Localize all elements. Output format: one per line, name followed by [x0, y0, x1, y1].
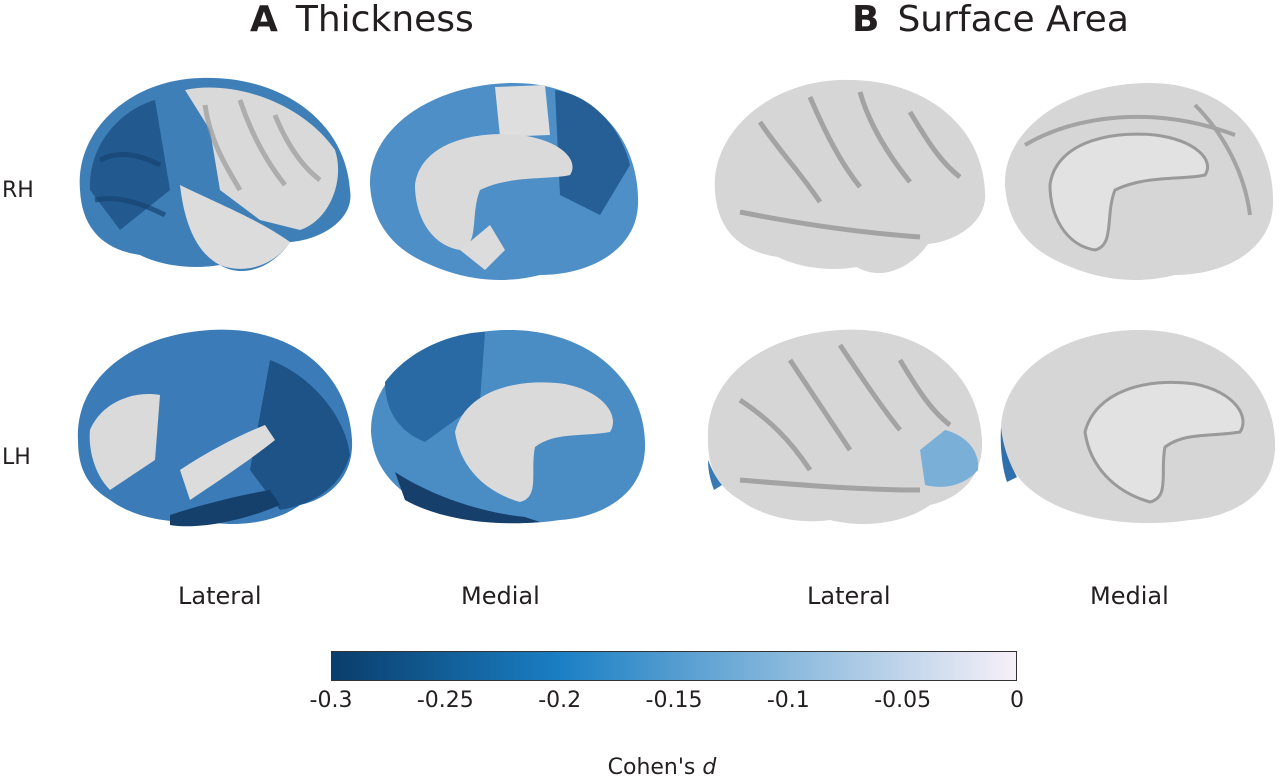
brain-a-rh-lateral: [79, 77, 351, 272]
panel-a-title: A Thickness: [250, 0, 474, 40]
view-label-b-medial: Medial: [1090, 582, 1169, 610]
colorbar-title-text: Cohen's: [607, 755, 696, 780]
brain-a-lh-lateral: [77, 329, 353, 527]
brain-a-lh-medial: [370, 329, 646, 524]
row-label-rh: RH: [2, 178, 34, 203]
panel-a-label: Thickness: [295, 0, 474, 40]
panel-a-letter: A: [250, 0, 278, 40]
colorbar-tick-label: -0.15: [645, 688, 703, 713]
colorbar-tick-label: -0.05: [874, 688, 932, 713]
brain-b-lh-medial: [1000, 329, 1276, 524]
colorbar-tick-label: -0.2: [538, 688, 582, 713]
row-label-lh: LH: [2, 445, 31, 470]
panel-b-label: Surface Area: [897, 0, 1129, 40]
panel-b-letter: B: [852, 0, 880, 40]
colorbar-title-var: d: [702, 755, 717, 780]
view-label-b-lateral: Lateral: [807, 582, 891, 610]
colorbar-tick-label: -0.3: [309, 688, 353, 713]
brain-a-rh-medial: [369, 82, 639, 280]
brain-b-rh-lateral: [714, 79, 986, 274]
view-label-a-medial: Medial: [461, 582, 540, 610]
brain-b-lh-lateral: [707, 329, 983, 525]
brain-b-rh-medial: [1004, 82, 1274, 280]
colorbar: [331, 651, 1017, 681]
colorbar-tick-label: -0.1: [766, 688, 810, 713]
panel-b-title: B Surface Area: [852, 0, 1129, 40]
colorbar-tick-label: 0: [1010, 688, 1024, 713]
view-label-a-lateral: Lateral: [178, 582, 262, 610]
colorbar-title: Cohen's d: [608, 755, 717, 780]
colorbar-tick-label: -0.25: [416, 688, 474, 713]
